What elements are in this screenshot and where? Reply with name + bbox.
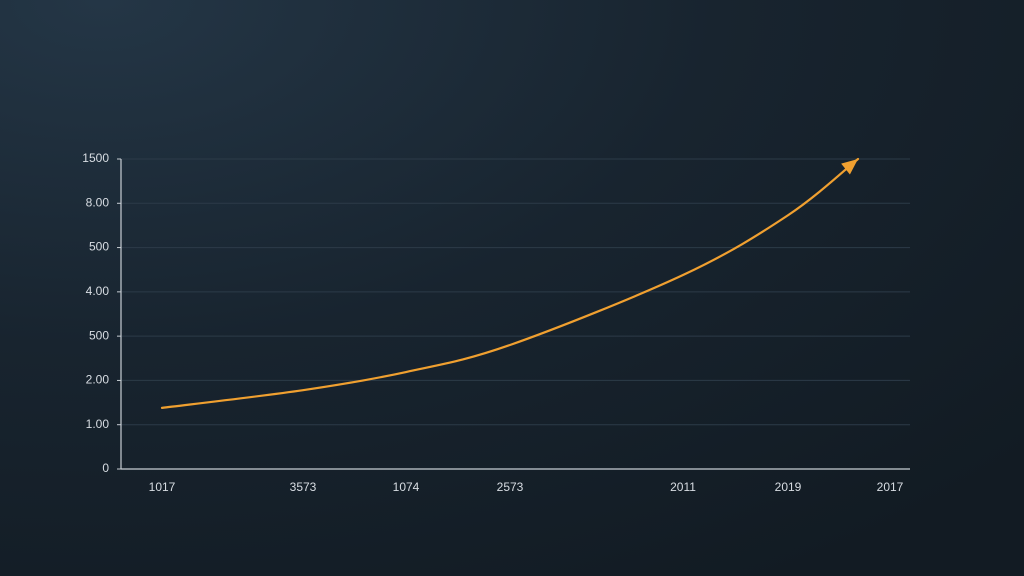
x-tick-label: 2573	[497, 480, 524, 494]
y-tick-label: 8.00	[86, 195, 110, 209]
y-tick-label: 500	[89, 240, 109, 254]
x-tick-label: 1017	[149, 480, 176, 494]
y-tick-label: 1500	[82, 151, 109, 165]
y-tick-label: 0	[102, 461, 109, 475]
arrow-head	[841, 159, 858, 175]
x-tick-label: 1074	[393, 480, 420, 494]
y-tick-label: 2.00	[86, 373, 110, 387]
line-series	[160, 157, 860, 409]
x-tick-label: 2019	[775, 480, 802, 494]
y-tick-label: 1.00	[86, 417, 110, 431]
x-tick-label: 2017	[877, 480, 904, 494]
x-tick-label: 3573	[290, 480, 317, 494]
y-tick-label: 4.00	[86, 284, 110, 298]
x-tick-label: 2011	[670, 480, 696, 494]
y-tick-label: 500	[89, 328, 109, 342]
